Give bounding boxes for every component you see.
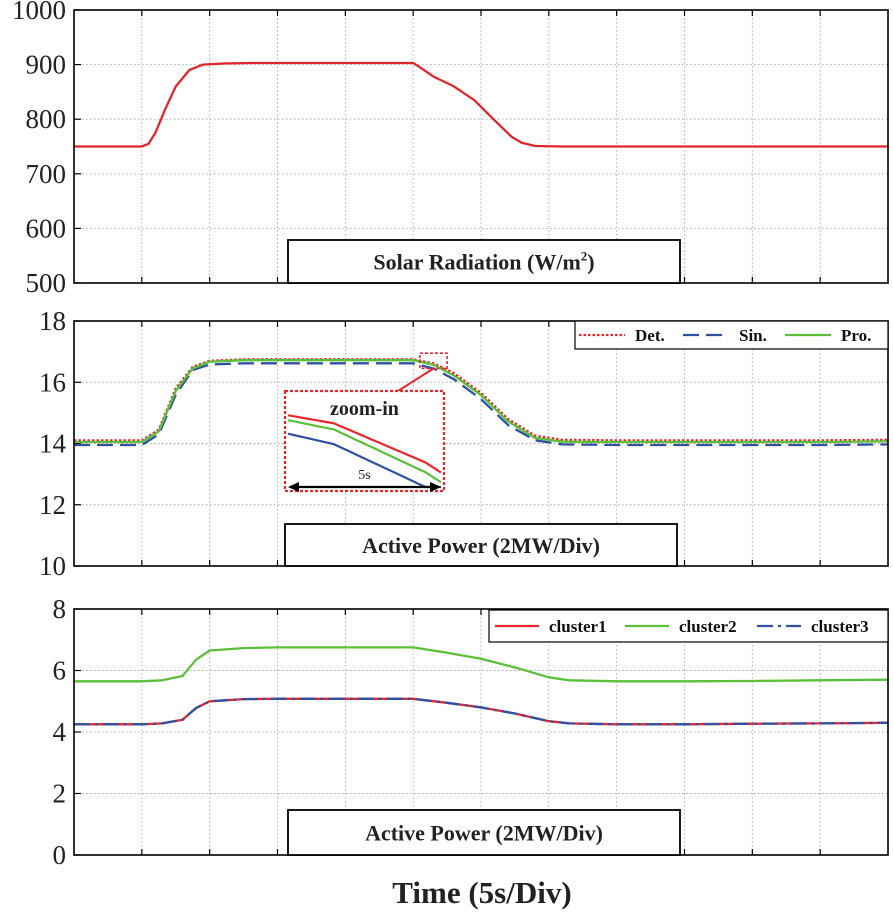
chart-panel-2: 10 12 14 16 18 Active Power (2MW/Div) Det. Sin.… [39,306,889,581]
zoom-source-box [419,352,448,370]
y-tick-label: 16 [39,367,66,397]
y-tick-label: 6 [53,656,67,686]
legend-label: cluster1 [549,617,607,636]
series-line-pro [74,359,889,444]
series-line-cluster1 [74,697,889,726]
y-tick-label: 14 [39,429,67,459]
x-axis-label: Time (5s/Div) [392,875,571,910]
zoom-series-det [287,414,442,474]
legend: cluster1 cluster2 cluster3 [488,609,889,643]
legend-label: Sin. [739,326,767,345]
y-tick-label: 900 [26,50,67,80]
y-tick-label: 2 [53,779,67,809]
panel-label-box [287,239,681,284]
legend: Det. Sin. Pro. [574,320,889,350]
series-line-sin [74,362,889,447]
zoom-series-sin [287,432,441,489]
legend-box [488,609,889,643]
y-tick-label: 1000 [12,0,66,25]
y-tick-label: 0 [53,840,67,870]
y-tick-label: 18 [39,306,66,336]
y-tick-label: 800 [26,104,67,134]
panel-label-box [284,523,678,567]
panel-label: Active Power (2MW/Div) [362,533,600,558]
panel-label: Solar Radiation (W/m2) [373,249,594,275]
panel-label-end: ) [587,250,594,275]
y-tick-label: 10 [39,551,66,581]
chart-panel-1: 500 600 700 800 900 1000 Solar Radiation (W/m2… [12,0,889,298]
zoom-span-label: 5s [358,468,370,483]
panel-label-superscript: 2 [581,249,588,264]
y-tick-label: 4 [53,717,67,747]
legend-label: cluster3 [811,617,869,636]
legend-box [574,320,889,350]
zoom-series-pro [287,419,442,484]
y-tick-label: 700 [26,159,67,189]
y-tick-label: 12 [39,490,66,520]
zoom-inset-box [283,389,446,493]
zoom-span-arrowhead-left [288,482,299,492]
series-line-cluster3 [74,697,889,726]
y-tick-label: 8 [53,594,67,624]
legend-label: Det. [635,326,665,345]
panel-label-box [287,809,681,856]
zoom-connector [397,367,435,392]
series-line-cluster2 [74,646,889,683]
zoom-span-arrowhead-right [430,482,441,492]
panel-label: Active Power (2MW/Div) [365,821,603,846]
legend-label: cluster2 [679,617,737,636]
legend-label: Pro. [841,326,871,345]
y-tick-label: 500 [26,268,67,298]
series-line-radiation [74,61,888,148]
y-tick-label: 600 [26,213,67,243]
zoom-inset-label: zoom-in [330,398,399,420]
